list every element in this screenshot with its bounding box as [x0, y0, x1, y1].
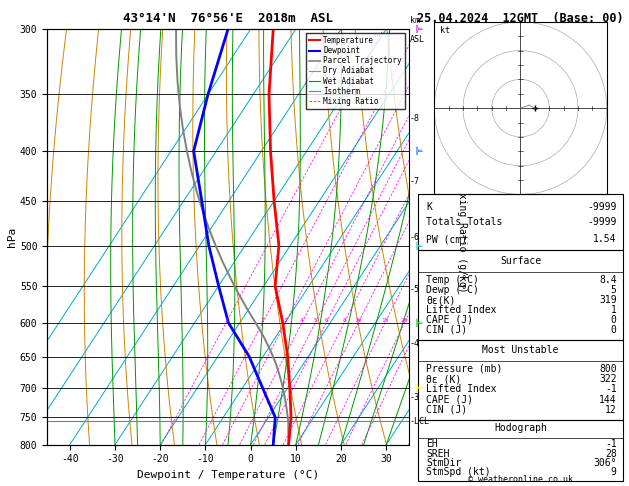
Text: Surface: Surface	[500, 256, 541, 266]
Text: -7: -7	[409, 177, 420, 186]
Text: -5: -5	[409, 285, 420, 295]
Text: 1: 1	[611, 305, 616, 315]
Text: 9: 9	[611, 467, 616, 477]
Text: 10: 10	[355, 318, 362, 323]
Text: ╠═: ╠═	[415, 384, 424, 392]
Text: kt: kt	[440, 26, 450, 35]
Text: CIN (J): CIN (J)	[426, 405, 467, 415]
Text: 25.04.2024  12GMT  (Base: 00): 25.04.2024 12GMT (Base: 00)	[417, 12, 624, 25]
Text: 8.4: 8.4	[599, 275, 616, 285]
Text: 8: 8	[342, 318, 346, 323]
Text: 144: 144	[599, 395, 616, 405]
Text: ╠═: ╠═	[415, 25, 424, 34]
Text: Lifted Index: Lifted Index	[426, 305, 497, 315]
Y-axis label: hPa: hPa	[7, 227, 17, 247]
Text: -1: -1	[605, 384, 616, 395]
Text: -9999: -9999	[587, 217, 616, 227]
Y-axis label: Mixing Ratio (g/kg): Mixing Ratio (g/kg)	[457, 181, 467, 293]
Text: Most Unstable: Most Unstable	[482, 345, 559, 355]
Text: Pressure (mb): Pressure (mb)	[426, 364, 503, 374]
Text: ╠═: ╠═	[415, 319, 424, 327]
Text: 1.54: 1.54	[593, 234, 616, 244]
Text: 800: 800	[599, 364, 616, 374]
Text: -1: -1	[605, 439, 616, 450]
Text: StmDir: StmDir	[426, 458, 462, 468]
Text: -6: -6	[409, 232, 420, 242]
Text: Lifted Index: Lifted Index	[426, 384, 497, 395]
Text: ╠═: ╠═	[415, 242, 424, 250]
Text: 3: 3	[283, 318, 287, 323]
Text: 322: 322	[599, 374, 616, 384]
Text: © weatheronline.co.uk: © weatheronline.co.uk	[468, 474, 573, 484]
Text: ╠═: ╠═	[415, 147, 424, 155]
Text: CAPE (J): CAPE (J)	[426, 315, 474, 325]
Text: 5: 5	[313, 318, 317, 323]
Text: 6: 6	[325, 318, 328, 323]
Text: K: K	[426, 202, 432, 212]
Text: -3: -3	[409, 393, 420, 401]
Text: 28: 28	[605, 449, 616, 459]
Text: 1: 1	[224, 318, 228, 323]
Text: PW (cm): PW (cm)	[426, 234, 467, 244]
Text: 20: 20	[401, 318, 408, 323]
Text: SREH: SREH	[426, 449, 450, 459]
Text: EH: EH	[426, 439, 438, 450]
Text: 5: 5	[611, 285, 616, 295]
Legend: Temperature, Dewpoint, Parcel Trajectory, Dry Adiabat, Wet Adiabat, Isotherm, Mi: Temperature, Dewpoint, Parcel Trajectory…	[306, 33, 405, 109]
Text: 306°: 306°	[593, 458, 616, 468]
Text: 0: 0	[611, 325, 616, 335]
Text: 43°14'N  76°56'E  2018m  ASL: 43°14'N 76°56'E 2018m ASL	[123, 12, 333, 25]
Text: ASL: ASL	[409, 35, 425, 44]
Text: Temp (°C): Temp (°C)	[426, 275, 479, 285]
Text: 15: 15	[381, 318, 389, 323]
Text: Totals Totals: Totals Totals	[426, 217, 503, 227]
Text: CAPE (J): CAPE (J)	[426, 395, 474, 405]
Text: -4: -4	[409, 339, 420, 348]
Text: km: km	[409, 16, 420, 25]
Text: -LCL: -LCL	[409, 417, 430, 426]
Text: θε (K): θε (K)	[426, 374, 462, 384]
Text: 2: 2	[260, 318, 264, 323]
Text: θε(K): θε(K)	[426, 295, 456, 305]
Text: CIN (J): CIN (J)	[426, 325, 467, 335]
Text: -9999: -9999	[587, 202, 616, 212]
Text: Hodograph: Hodograph	[494, 423, 547, 434]
Text: Dewp (°C): Dewp (°C)	[426, 285, 479, 295]
Text: 0: 0	[611, 315, 616, 325]
X-axis label: Dewpoint / Temperature (°C): Dewpoint / Temperature (°C)	[137, 470, 319, 480]
Text: 4: 4	[300, 318, 304, 323]
Text: -8: -8	[409, 114, 420, 122]
Text: StmSpd (kt): StmSpd (kt)	[426, 467, 491, 477]
Text: 319: 319	[599, 295, 616, 305]
Text: 12: 12	[605, 405, 616, 415]
